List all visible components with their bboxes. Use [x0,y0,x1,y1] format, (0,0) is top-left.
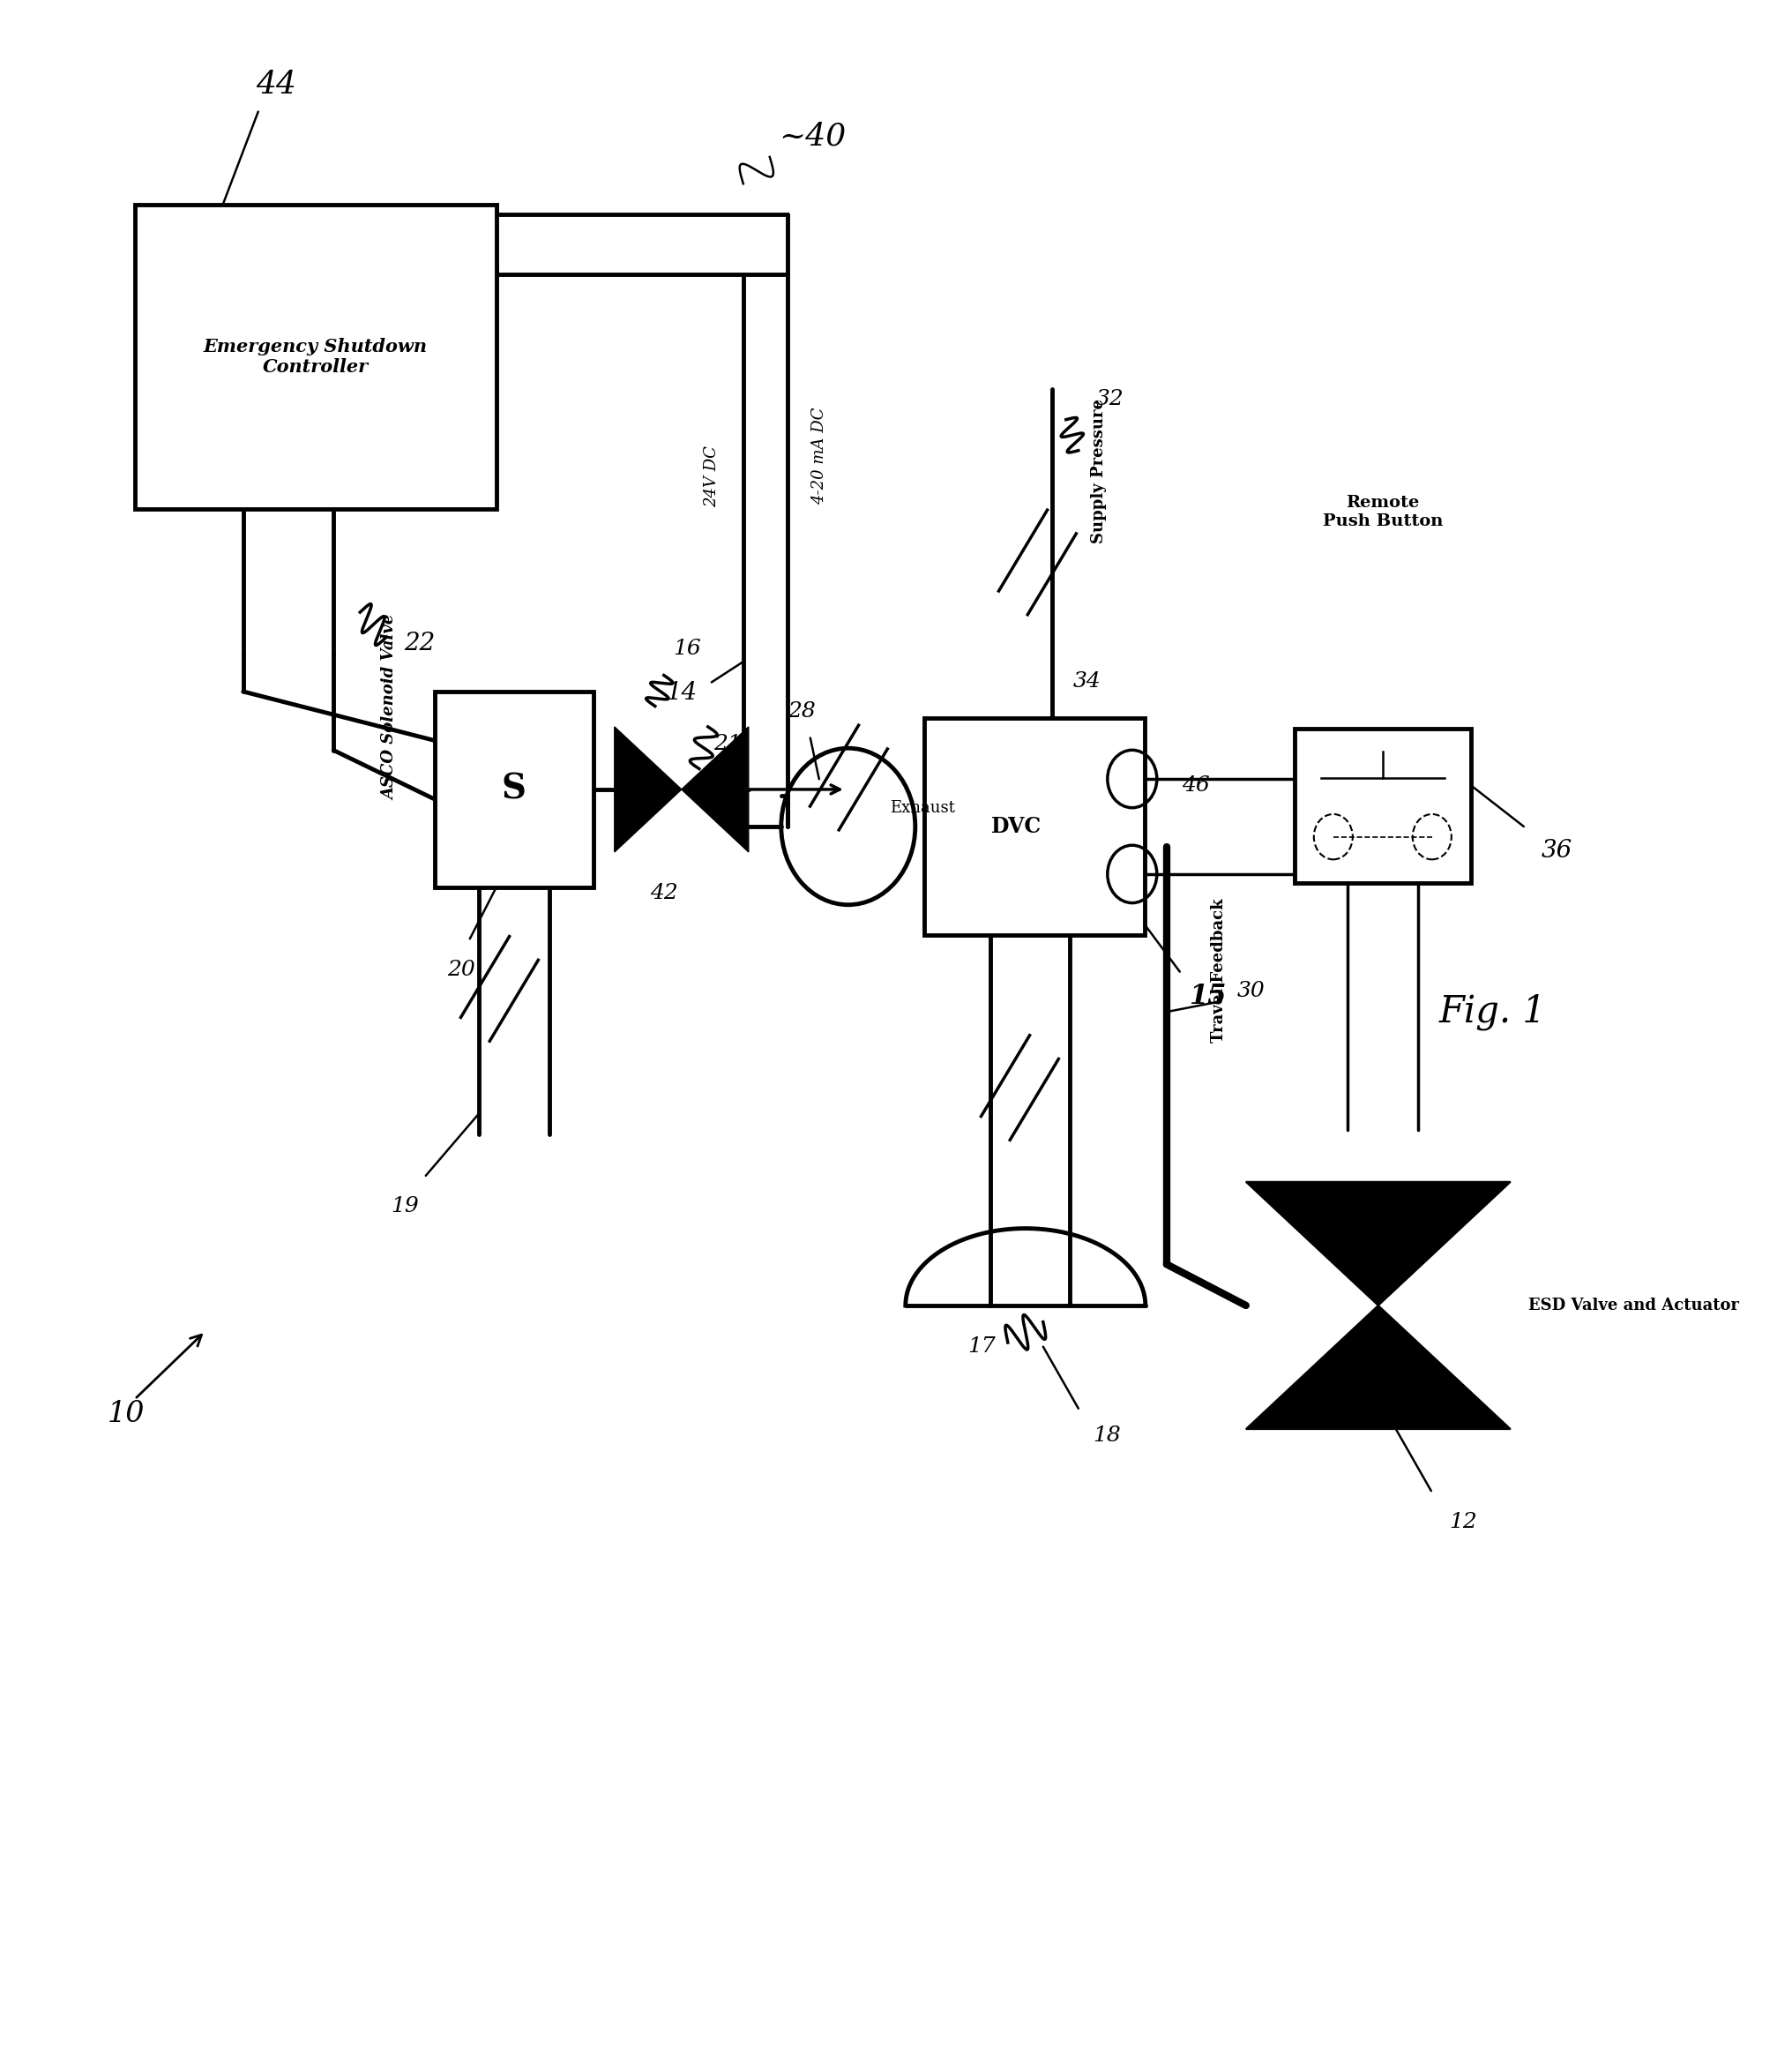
Text: 28: 28 [787,700,815,721]
Polygon shape [615,727,681,853]
Text: ESD Valve and Actuator: ESD Valve and Actuator [1529,1297,1738,1313]
Text: 21: 21 [713,733,742,754]
Text: Travel Feedback: Travel Feedback [1211,898,1226,1043]
Text: 32: 32 [1097,388,1124,409]
Text: Remote
Push Button: Remote Push Button [1322,496,1443,529]
Text: ASCO Solenoid Valve: ASCO Solenoid Valve [382,613,398,799]
Text: 12: 12 [1448,1512,1477,1532]
Text: 22: 22 [405,632,435,655]
Text: Exhaust: Exhaust [889,799,955,816]
Bar [435,692,593,888]
Text: 46: 46 [1181,774,1210,795]
Text: 20: 20 [446,960,475,979]
Text: 19: 19 [391,1196,419,1216]
Text: 42: 42 [650,884,677,902]
Text: 4-20 mA DC: 4-20 mA DC [812,407,828,504]
Text: 30: 30 [1236,981,1265,1002]
Text: 15: 15 [1188,983,1226,1010]
Text: S: S [502,772,527,805]
Text: Supply Pressure: Supply Pressure [1091,399,1107,543]
Polygon shape [1245,1181,1511,1305]
Text: ~40: ~40 [778,122,846,151]
Text: 44: 44 [256,70,296,99]
Text: Emergency Shutdown
Controller: Emergency Shutdown Controller [204,339,428,376]
Bar [925,719,1145,935]
Text: 24V DC: 24V DC [704,446,719,508]
Text: 34: 34 [1073,671,1100,692]
Text: Fig. 1: Fig. 1 [1439,993,1546,1030]
Polygon shape [681,727,749,853]
Text: 16: 16 [672,638,701,659]
Text: 18: 18 [1093,1425,1120,1446]
Text: 36: 36 [1541,838,1572,863]
Text: 14: 14 [667,681,697,704]
Polygon shape [1245,1305,1511,1429]
Text: DVC: DVC [991,816,1041,836]
Text: 10: 10 [108,1400,145,1427]
Bar [134,204,496,510]
Bar [1294,729,1471,884]
Text: 17: 17 [968,1336,995,1357]
